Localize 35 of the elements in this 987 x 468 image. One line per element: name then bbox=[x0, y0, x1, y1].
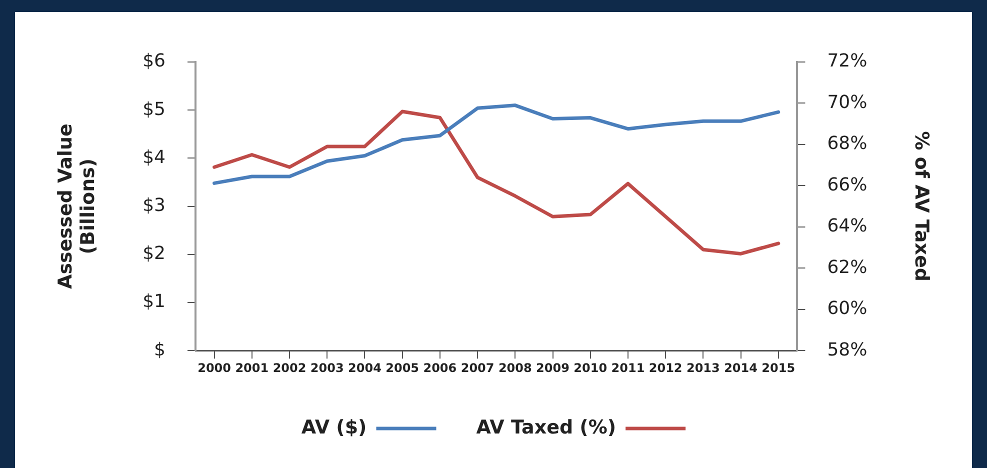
x-tick-label: 2011 bbox=[611, 360, 645, 375]
x-tick-label: 2003 bbox=[310, 360, 344, 375]
y2-tick-label: 58% bbox=[827, 339, 868, 360]
y2-tick-label: 72% bbox=[827, 50, 868, 72]
y-axis-title: Assessed Value (Billions) bbox=[54, 124, 100, 289]
y-tick-label: $2 bbox=[142, 243, 166, 264]
y-tick-label: $4 bbox=[142, 146, 166, 168]
y-tick-label: $ bbox=[154, 339, 166, 360]
y2-tick-label: 62% bbox=[827, 256, 868, 278]
x-tick-label: 2015 bbox=[762, 360, 796, 375]
x-tick-label: 2001 bbox=[235, 360, 269, 375]
y2-tick-label: 68% bbox=[827, 133, 868, 154]
x-tick-label: 2012 bbox=[648, 360, 682, 375]
y-tick-label: $5 bbox=[142, 98, 166, 120]
x-tick-label: 2014 bbox=[724, 360, 758, 375]
y-tick-label: $6 bbox=[142, 50, 166, 72]
x-tick-label: 2009 bbox=[536, 360, 570, 375]
y-tick-label: $3 bbox=[142, 194, 166, 216]
x-tick-label: 2008 bbox=[498, 360, 532, 375]
y2-tick-label: 66% bbox=[827, 174, 868, 196]
y2-tick-label: 64% bbox=[827, 216, 868, 237]
y2-tick-label: 60% bbox=[827, 298, 868, 320]
legend-label: AV Taxed (%) bbox=[476, 416, 616, 438]
y2-tick-label: 70% bbox=[827, 92, 868, 113]
x-tick-label: 2007 bbox=[460, 360, 494, 375]
x-tick-label: 2004 bbox=[348, 360, 382, 375]
x-tick-label: 2000 bbox=[198, 360, 232, 375]
x-tick-label: 2006 bbox=[423, 360, 457, 375]
x-tick-label: 2013 bbox=[686, 360, 720, 375]
x-tick-label: 2010 bbox=[574, 360, 608, 375]
x-tick-label: 2002 bbox=[272, 360, 306, 375]
legend-label: AV ($) bbox=[301, 416, 367, 438]
y-tick-label: $1 bbox=[142, 291, 166, 312]
y2-axis-title: % of AV Taxed bbox=[910, 131, 933, 282]
x-tick-label: 2005 bbox=[386, 360, 420, 375]
